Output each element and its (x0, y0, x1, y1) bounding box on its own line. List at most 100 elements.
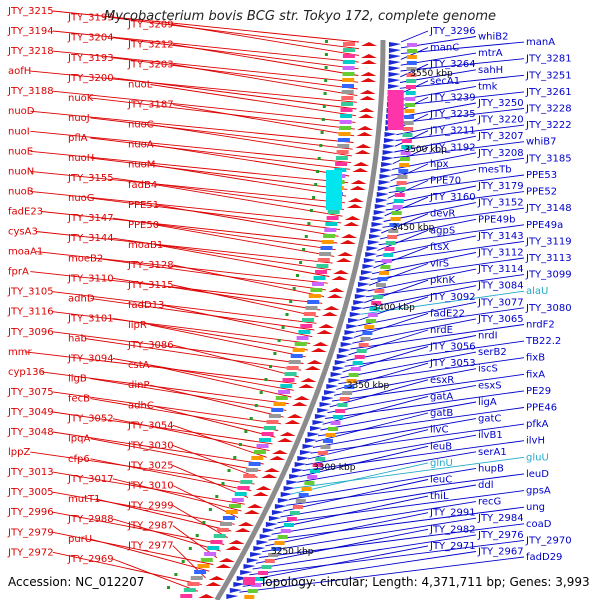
right-gene-label: JTY_3160 (429, 192, 476, 203)
cog-category-block (308, 294, 321, 298)
right-gene-label: JTY_3192 (429, 142, 476, 153)
right-gene-label: JTY_3092 (429, 292, 476, 303)
right-gene-label: whiB2 (478, 32, 509, 43)
forward-gene-arrow (294, 462, 307, 467)
feature-tracks (180, 42, 417, 599)
reverse-gene-arrow (252, 492, 269, 496)
cog-category-block (399, 163, 410, 167)
forward-gene-arrow (372, 216, 385, 221)
cog-category-block (280, 384, 293, 388)
left-leader-line (172, 64, 358, 97)
forward-gene-arrow (353, 300, 366, 305)
left-gene-label: JTY_2972 (7, 547, 54, 558)
left-gene-label: fadB4 (128, 180, 157, 191)
cog-category-block (384, 247, 395, 251)
forward-gene-arrow (283, 486, 296, 491)
left-gene-label: JTY_3094 (67, 354, 114, 365)
tick-mark (188, 547, 192, 550)
cog-category-block (323, 439, 333, 443)
reverse-gene-arrow (359, 90, 376, 94)
reverse-gene-arrow (228, 540, 245, 544)
forward-gene-arrow (326, 384, 339, 389)
tick-mark (319, 144, 323, 147)
right-leader-line (352, 318, 477, 344)
right-gene-label: JTY_3113 (525, 253, 572, 264)
reverse-gene-arrow (332, 270, 349, 274)
left-leader-line (150, 324, 306, 358)
right-leader-line (329, 379, 429, 408)
right-leader-line (259, 523, 525, 558)
left-gene-label: JTY_2988 (67, 514, 114, 525)
left-leader-line (150, 124, 352, 157)
reverse-gene-arrow (269, 456, 286, 460)
forward-gene-arrow (388, 60, 401, 65)
right-leader-line (327, 384, 477, 414)
forward-gene-arrow (274, 504, 287, 509)
reverse-gene-arrow (304, 366, 321, 370)
reverse-gene-arrow (205, 582, 222, 586)
cog-category-block (335, 409, 346, 413)
forward-gene-arrow (328, 378, 341, 383)
reverse-gene-arrow (356, 132, 373, 136)
right-gene-label: JTY_3179 (477, 181, 524, 192)
reverse-gene-arrow (277, 438, 294, 442)
right-gene-label: JTY_2976 (477, 530, 524, 541)
forward-gene-arrow (378, 180, 391, 185)
right-gene-label: virS (430, 259, 449, 270)
forward-gene-arrow (348, 318, 361, 323)
forward-gene-arrow (366, 246, 379, 251)
right-leader-line (368, 263, 429, 286)
left-leader-line (95, 257, 326, 291)
left-leader-line (52, 491, 235, 525)
forward-gene-arrow (356, 288, 369, 293)
left-gene-label: ligB (68, 374, 87, 385)
right-leader-line (289, 467, 477, 500)
left-gene-label: nuoA (128, 140, 154, 151)
cog-category-block (380, 265, 391, 269)
cog-category-block (325, 433, 336, 437)
left-leader-line (155, 204, 339, 237)
forward-gene-arrow (233, 582, 246, 587)
forward-gene-arrow (338, 348, 351, 353)
left-leader-line (30, 130, 352, 164)
forward-gene-arrow (277, 498, 290, 503)
cog-category-block (307, 300, 320, 304)
cog-category-block (228, 504, 241, 508)
forward-gene-arrow (310, 426, 323, 431)
right-gene-label: ligA (478, 397, 497, 408)
left-leader-line (112, 177, 344, 210)
left-leader-line (52, 50, 359, 83)
right-leader-line (286, 473, 525, 506)
left-leader-line (112, 418, 270, 452)
right-gene-label: PPE52 (526, 187, 557, 198)
right-gene-label: manC (430, 43, 459, 54)
reverse-gene-arrow (354, 150, 371, 154)
left-leader-line (41, 371, 289, 405)
position-label: 3500 kbp (404, 145, 447, 155)
right-gene-label: whiB7 (526, 137, 557, 148)
reverse-gene-arrow (341, 234, 358, 238)
reverse-gene-arrow (261, 474, 278, 478)
cog-category-block (305, 306, 318, 310)
cog-category-block (337, 144, 350, 148)
forward-gene-arrow (302, 444, 315, 449)
reverse-gene-arrow (300, 378, 317, 382)
left-gene-labels: JTY_3215 JTY_3199 JTY_3209 JTY_3194 JTY_3204… (7, 6, 174, 565)
right-leader-line (307, 429, 429, 460)
left-leader-line (30, 70, 357, 103)
cog-category-block (321, 240, 334, 244)
cog-category-block (406, 79, 417, 83)
right-leader-line (399, 74, 525, 89)
left-gene-label: JTY_3010 (127, 481, 174, 492)
right-gene-label: JTY_3222 (525, 120, 572, 131)
right-gene-label: manA (526, 37, 555, 48)
right-gene-label: ddl (478, 480, 493, 491)
right-gene-label: JTY_3148 (525, 203, 572, 214)
tick-mark (281, 326, 285, 329)
tick-mark (174, 573, 178, 576)
tick-mark (312, 196, 316, 199)
cog-category-block (354, 355, 365, 359)
left-leader-line (30, 170, 346, 204)
reverse-gene-arrow (310, 348, 327, 352)
